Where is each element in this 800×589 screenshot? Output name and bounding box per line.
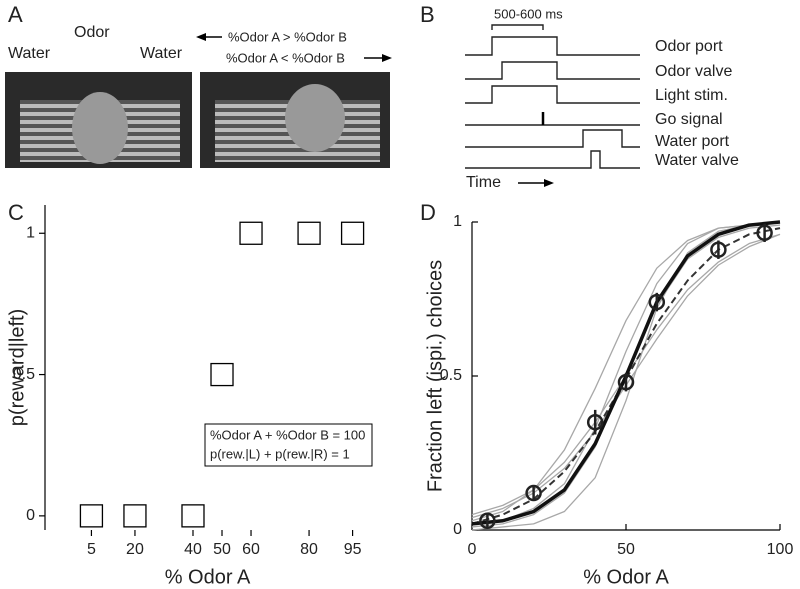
y-tick-label: 0 bbox=[453, 521, 462, 538]
label: Odor bbox=[74, 24, 110, 41]
x-tick-label: 0 bbox=[468, 541, 477, 558]
label: 500-600 ms bbox=[494, 6, 563, 21]
curve bbox=[471, 221, 781, 525]
marker bbox=[479, 512, 496, 530]
panel-label: B bbox=[420, 2, 435, 27]
y-tick-label: 1 bbox=[26, 224, 35, 241]
photo bbox=[200, 72, 390, 168]
x-tick-label: 80 bbox=[300, 541, 318, 558]
annotation: p(rew.|L) + p(rew.|R) = 1 bbox=[210, 446, 350, 461]
marker bbox=[756, 224, 773, 242]
photo bbox=[5, 72, 192, 168]
trace-label: Light stim. bbox=[655, 87, 728, 104]
marker bbox=[79, 504, 104, 528]
marker bbox=[648, 293, 666, 311]
x-tick-label: 50 bbox=[213, 541, 231, 558]
marker bbox=[239, 221, 263, 245]
arrow-head bbox=[196, 33, 206, 41]
marker bbox=[210, 362, 234, 387]
marker bbox=[710, 241, 727, 258]
trace-label: Water port bbox=[655, 133, 730, 150]
panel-label: A bbox=[8, 2, 23, 27]
label: %Odor A < %Odor B bbox=[226, 50, 345, 65]
arrow-head bbox=[382, 54, 392, 62]
panel-label: D bbox=[420, 200, 436, 225]
label: Water bbox=[140, 45, 183, 62]
y-axis-label: p(reward|left) bbox=[6, 309, 28, 426]
marker bbox=[617, 373, 635, 391]
label: %Odor A > %Odor B bbox=[228, 29, 347, 44]
curve bbox=[471, 221, 781, 522]
curve bbox=[471, 227, 781, 525]
x-tick-label: 95 bbox=[344, 541, 362, 558]
label: Water bbox=[8, 45, 51, 62]
y-axis-label: Fraction left (ispi.) choices bbox=[424, 260, 446, 492]
x-axis-label: % Odor A bbox=[165, 566, 251, 588]
x-axis-label: % Odor A bbox=[583, 566, 669, 588]
y-tick-label: 1 bbox=[453, 213, 462, 230]
trace-label: Water valve bbox=[655, 152, 739, 169]
x-tick-label: 100 bbox=[767, 541, 794, 558]
marker bbox=[123, 504, 147, 528]
marker bbox=[525, 484, 542, 502]
annotation-box bbox=[204, 423, 373, 467]
x-tick-label: 60 bbox=[242, 541, 260, 558]
x-tick-label: 20 bbox=[126, 541, 144, 558]
marker bbox=[340, 221, 365, 245]
annotation: %Odor A + %Odor B = 100 bbox=[210, 427, 365, 442]
panel-label: C bbox=[8, 200, 24, 225]
x-tick-label: 40 bbox=[184, 541, 202, 558]
y-tick-label: 0 bbox=[26, 507, 35, 524]
x-tick-label: 5 bbox=[87, 541, 96, 558]
trace-label: Go signal bbox=[655, 111, 723, 128]
y-tick-label: 0.5 bbox=[440, 367, 462, 384]
label: Time bbox=[466, 174, 501, 191]
trace-label: Odor valve bbox=[655, 63, 732, 80]
marker bbox=[586, 413, 604, 431]
timing-diagram bbox=[465, 24, 640, 187]
marker bbox=[181, 504, 205, 528]
trace-label: Odor port bbox=[655, 38, 723, 55]
y-tick-label: 0.5 bbox=[13, 366, 35, 383]
marker bbox=[297, 221, 321, 245]
x-tick-label: 50 bbox=[617, 541, 635, 558]
curve bbox=[471, 221, 781, 531]
